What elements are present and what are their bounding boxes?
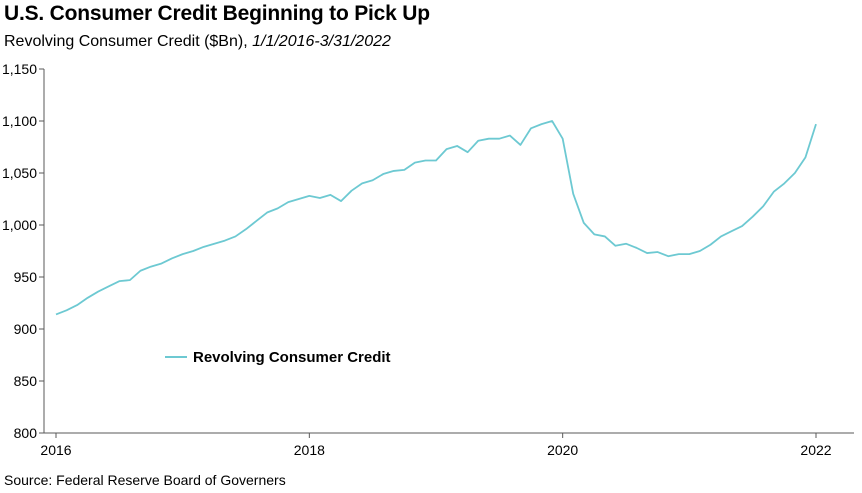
chart-subtitle: Revolving Consumer Credit ($Bn), 1/1/201… — [4, 33, 391, 51]
plot-frame — [43, 69, 854, 434]
x-tick-label: 2018 — [294, 442, 325, 458]
y-tick-label: 1,050 — [2, 165, 37, 181]
y-tick-label: 800 — [14, 425, 38, 441]
source-note: Source: Federal Reserve Board of Governe… — [4, 472, 286, 488]
legend: Revolving Consumer Credit — [165, 349, 391, 366]
y-tick-label: 900 — [14, 321, 38, 337]
y-tick-label: 1,150 — [2, 61, 37, 77]
x-tick-label: 2020 — [547, 442, 578, 458]
subtitle-date-range: 1/1/2016-3/31/2022 — [252, 33, 391, 50]
series-line-revolving-consumer-credit — [55, 120, 817, 316]
x-axis: 2016 2018 2020 2022 — [40, 433, 832, 458]
y-tick-label: 950 — [14, 269, 38, 285]
chart-title: U.S. Consumer Credit Beginning to Pick U… — [4, 2, 430, 25]
x-tick-label: 2016 — [40, 442, 71, 458]
y-tick-label: 850 — [14, 373, 38, 389]
legend-label: Revolving Consumer Credit — [193, 349, 391, 366]
y-tick-label: 1,100 — [2, 113, 37, 129]
y-axis: 800 850 900 950 1,000 1,050 1,100 1,150 — [2, 61, 44, 441]
subtitle-main: Revolving Consumer Credit ($Bn), — [4, 33, 248, 50]
y-tick-label: 1,000 — [2, 217, 37, 233]
x-tick-label: 2022 — [800, 442, 831, 458]
